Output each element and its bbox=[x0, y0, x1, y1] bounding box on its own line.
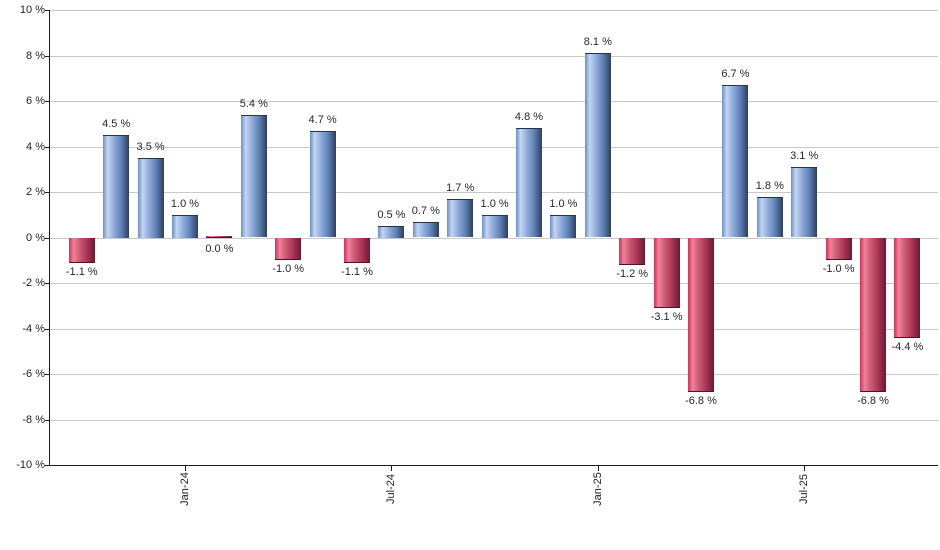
y-axis-tick-label: 6 % bbox=[26, 95, 45, 107]
y-axis-tick bbox=[45, 101, 49, 102]
y-axis-tick bbox=[45, 10, 49, 11]
bar-1.0%[interactable] bbox=[481, 214, 508, 238]
bar-value-label: 1.0 % bbox=[170, 197, 200, 210]
gridline bbox=[49, 101, 938, 102]
bar--6.8%[interactable] bbox=[860, 237, 886, 393]
bar-value-label: 1.0 % bbox=[549, 197, 578, 210]
bar-value-label: 8.1 % bbox=[583, 36, 612, 49]
y-axis-tick bbox=[45, 146, 49, 148]
x-axis-tick-label: Jul-25 bbox=[798, 474, 811, 504]
x-axis-tick bbox=[597, 465, 599, 471]
y-axis-tick bbox=[45, 55, 49, 57]
bar-value-label: -1.0 % bbox=[272, 263, 305, 276]
bar-5.4%[interactable] bbox=[240, 114, 267, 238]
gridline bbox=[49, 192, 938, 193]
bar-0.7%[interactable] bbox=[412, 221, 439, 238]
bar-1.0%[interactable] bbox=[172, 214, 198, 238]
bar-value-label: 5.4 % bbox=[239, 97, 268, 110]
bar-value-label: -3.1 % bbox=[650, 311, 683, 324]
y-axis-tick bbox=[45, 374, 49, 375]
bar-4.8%[interactable] bbox=[516, 128, 542, 238]
gridline bbox=[49, 328, 938, 330]
bar-3.5%[interactable] bbox=[137, 157, 164, 238]
bar--3.1%[interactable] bbox=[653, 237, 680, 309]
y-axis-tick-label: 0 % bbox=[26, 231, 45, 244]
bar--4.4%[interactable] bbox=[894, 237, 921, 338]
x-axis-tick bbox=[391, 465, 393, 471]
bar-value-label: 4.8 % bbox=[514, 111, 544, 124]
bar-value-label: -1.1 % bbox=[65, 265, 98, 278]
gridline bbox=[49, 283, 938, 284]
bar--6.8%[interactable] bbox=[688, 237, 714, 393]
gridline bbox=[49, 55, 938, 57]
bar-value-label: 4.7 % bbox=[308, 113, 337, 126]
x-axis-tick-label: Jan-24 bbox=[179, 472, 191, 506]
x-axis-tick-label: Jul-24 bbox=[385, 474, 398, 504]
bar-value-label: 3.1 % bbox=[790, 149, 819, 162]
y-axis-tick-label: -10 % bbox=[16, 459, 45, 471]
bar-value-label: 1.7 % bbox=[446, 181, 475, 194]
bar--1.0%[interactable] bbox=[275, 237, 302, 261]
y-axis-tick-label: 10 % bbox=[19, 4, 45, 16]
bar-value-label: -1.0 % bbox=[822, 263, 855, 276]
bar-value-label: 1.8 % bbox=[755, 179, 784, 192]
gridline bbox=[49, 374, 938, 375]
y-axis-tick bbox=[45, 419, 49, 421]
y-axis-tick-label: -2 % bbox=[22, 277, 45, 289]
y-axis-tick-label: 8 % bbox=[26, 49, 45, 62]
x-axis-line bbox=[49, 465, 938, 466]
bar-8.1%[interactable] bbox=[584, 53, 611, 238]
bar-4.7%[interactable] bbox=[309, 130, 336, 238]
y-axis-tick bbox=[45, 283, 49, 284]
bar--1.1%[interactable] bbox=[344, 237, 370, 263]
y-axis-tick-label: 4 % bbox=[26, 140, 45, 153]
x-axis-tick bbox=[185, 465, 186, 471]
bar-4.5%[interactable] bbox=[103, 135, 130, 238]
bar-1.0%[interactable] bbox=[550, 214, 577, 238]
bar-value-label: 0.7 % bbox=[411, 204, 440, 217]
bar-1.7%[interactable] bbox=[447, 198, 474, 238]
y-axis-tick-label: -4 % bbox=[22, 322, 45, 335]
bar-1.8%[interactable] bbox=[756, 196, 783, 238]
bar-value-label: -4.4 % bbox=[891, 340, 924, 353]
bar-value-label: 0.5 % bbox=[377, 209, 406, 222]
bar-value-label: 1.0 % bbox=[480, 197, 509, 210]
bar-value-label: 6.7 % bbox=[721, 68, 750, 81]
plot-area: -1.1 % 4.5 % 3.5 % 1.0 % 0.0 % 5.4 % -1.0 % 4.7… bbox=[49, 10, 938, 465]
bar-value-label: 3.5 % bbox=[136, 140, 165, 153]
gridline bbox=[49, 10, 938, 11]
bar-value-label: 4.5 % bbox=[102, 118, 131, 131]
y-axis-tick bbox=[45, 328, 49, 330]
y-axis-tick-label: -8 % bbox=[22, 413, 45, 426]
bar-0.5%[interactable] bbox=[378, 226, 405, 238]
bar--1.2%[interactable] bbox=[619, 237, 646, 265]
gridline bbox=[49, 237, 938, 239]
bar-value-label: -1.1 % bbox=[341, 265, 373, 278]
bar-value-label: -6.8 % bbox=[685, 395, 717, 408]
x-axis-tick bbox=[804, 465, 806, 471]
bar-value-label: -6.8 % bbox=[857, 395, 889, 408]
bar--1.1%[interactable] bbox=[68, 237, 95, 263]
bar-value-label: -1.2 % bbox=[616, 267, 649, 280]
bar-0.0%[interactable] bbox=[206, 235, 233, 238]
bar--1.0%[interactable] bbox=[825, 237, 852, 261]
y-axis-tick bbox=[45, 237, 49, 239]
bar-3.1%[interactable] bbox=[791, 166, 818, 238]
x-axis-tick-label: Jan-25 bbox=[591, 472, 604, 506]
bar-value-label: 0.0 % bbox=[205, 242, 234, 255]
y-axis-tick bbox=[45, 192, 49, 193]
gridline bbox=[49, 146, 938, 148]
y-axis-tick-label: -6 % bbox=[22, 368, 45, 380]
bar-6.7%[interactable] bbox=[722, 85, 749, 238]
y-axis-tick-label: 2 % bbox=[26, 186, 45, 198]
y-axis-line bbox=[49, 10, 50, 466]
gridline bbox=[49, 419, 938, 421]
y-axis-tick bbox=[45, 465, 49, 466]
